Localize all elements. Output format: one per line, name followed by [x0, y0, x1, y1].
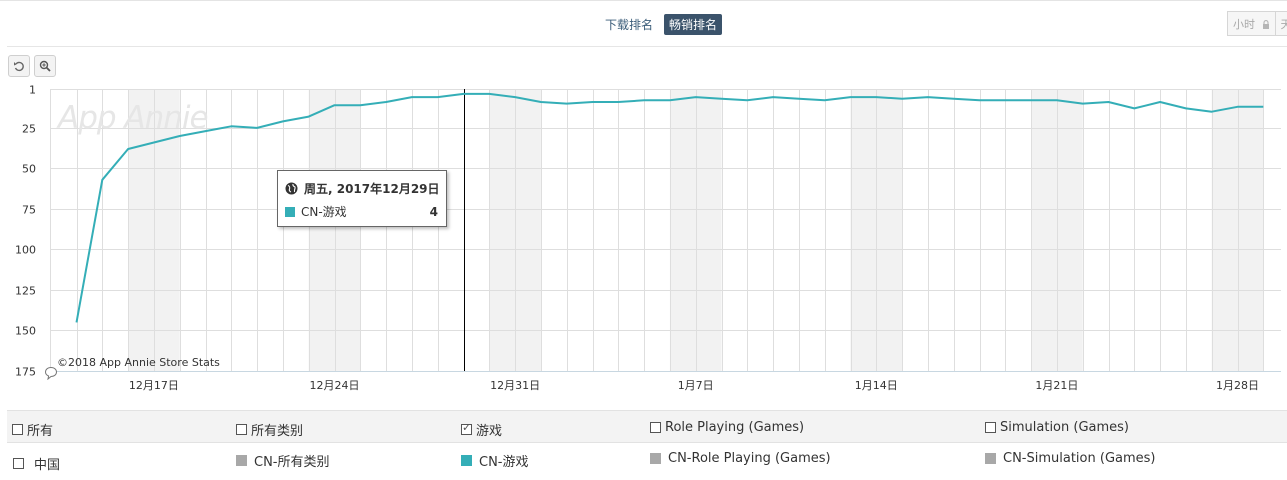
filter-all-categories-checkbox[interactable] — [236, 424, 247, 435]
filter-simulation-label: Simulation (Games) — [1000, 420, 1129, 435]
y-tick-label: 100 — [15, 244, 36, 257]
tooltip-swatch — [285, 206, 295, 217]
horizontal-gridlines — [50, 89, 1281, 372]
y-tick-label: 175 — [15, 366, 36, 379]
legend-cn-games-label: CN-游戏 — [479, 455, 529, 470]
filter-all-categories-label: 所有类别 — [251, 424, 304, 439]
header-divider — [7, 46, 1287, 47]
weekend-band — [1031, 89, 1083, 371]
filter-role-playing-checkbox[interactable] — [650, 422, 661, 433]
ranking-tabs: 下载排名 畅销排名 — [600, 13, 723, 35]
x-tick-label: 12月31日 — [490, 379, 540, 392]
lock-icon — [1262, 20, 1269, 29]
watermark: App Annie — [56, 100, 208, 136]
granularity-hour[interactable]: 小时 — [1228, 12, 1276, 35]
country-china[interactable]: 中国 — [13, 454, 60, 473]
legend-cn-role-playing-label: CN-Role Playing (Games) — [668, 451, 831, 466]
legend-cn-all-label: CN-所有类别 — [254, 455, 330, 470]
legend-series-row: 中国 CN-所有类别 CN-游戏 CN-Role Playing (Games)… — [7, 443, 1287, 480]
filter-all[interactable]: 所有 — [12, 420, 53, 439]
filter-role-playing-label: Role Playing (Games) — [665, 420, 805, 435]
x-tick-label: 1月14日 — [855, 379, 898, 392]
weekend-band — [1211, 89, 1264, 371]
filter-games-checkbox[interactable] — [461, 421, 472, 435]
legend-cn-simulation[interactable]: CN-Simulation (Games) — [985, 451, 1156, 466]
legend-cn-all-swatch — [236, 455, 247, 466]
legend-cn-games-swatch — [461, 455, 472, 466]
filter-games[interactable]: 游戏 — [461, 420, 502, 439]
country-china-checkbox[interactable] — [13, 458, 24, 469]
reset-zoom-icon — [14, 61, 24, 72]
x-tick-label: 1月21日 — [1035, 379, 1078, 392]
weekend-bands — [128, 89, 1264, 371]
tooltip-row: CN-游戏 4 — [285, 203, 438, 220]
y-tick-label: 25 — [22, 123, 36, 136]
filter-all-label: 所有 — [27, 424, 54, 439]
comment-icon[interactable] — [44, 366, 58, 380]
granularity-hour-label: 小时 — [1233, 18, 1255, 31]
top-border — [0, 0, 1287, 1]
granularity-day[interactable]: 天 — [1280, 18, 1287, 31]
weekend-band — [669, 89, 722, 371]
filter-role-playing[interactable]: Role Playing (Games) — [650, 420, 804, 435]
zoom-button[interactable] — [34, 55, 56, 77]
globe-icon — [285, 182, 298, 195]
legend-cn-role-playing[interactable]: CN-Role Playing (Games) — [650, 451, 831, 466]
y-tick-label: 1 — [29, 84, 36, 97]
filter-all-categories[interactable]: 所有类别 — [236, 420, 303, 439]
tooltip: 周五, 2017年12月29日 CN-游戏 4 — [277, 170, 447, 227]
legend-cn-games[interactable]: CN-游戏 — [461, 451, 529, 470]
x-tick-label: 1月7日 — [678, 379, 714, 392]
y-tick-label: 125 — [15, 285, 36, 298]
x-tick-label: 12月17日 — [129, 379, 179, 392]
x-axis-ticks: 12月17日 12月24日 12月31日 1月7日 1月14日 1月21日 1月28日 — [129, 379, 1259, 392]
legend-cn-all[interactable]: CN-所有类别 — [236, 451, 330, 470]
tooltip-value: 4 — [429, 204, 438, 219]
legend-cn-role-playing-swatch — [650, 453, 661, 464]
series-line-cn-games — [75, 92, 1264, 323]
legend-cn-simulation-label: CN-Simulation (Games) — [1003, 451, 1156, 466]
filter-simulation-checkbox[interactable] — [985, 422, 996, 433]
tooltip-date: 周五, 2017年12月29日 — [304, 182, 440, 196]
filter-all-checkbox[interactable] — [12, 424, 23, 435]
zoom-icon — [39, 60, 51, 72]
y-tick-label: 150 — [15, 325, 36, 338]
granularity-selector: 小时 天 — [1227, 11, 1287, 36]
weekend-band — [308, 89, 361, 371]
y-tick-label: 50 — [22, 163, 36, 176]
y-tick-label: 75 — [22, 204, 36, 217]
weekend-band — [128, 89, 180, 371]
reset-zoom-button[interactable] — [8, 55, 30, 77]
tooltip-header: 周五, 2017年12月29日 — [285, 180, 440, 197]
copyright: ©2018 App Annie Store Stats — [57, 356, 220, 369]
filter-simulation[interactable]: Simulation (Games) — [985, 420, 1129, 435]
tab-grossing[interactable]: 畅销排名 — [664, 13, 723, 35]
tab-downloads[interactable]: 下载排名 — [605, 17, 654, 32]
legend-cn-simulation-swatch — [985, 453, 996, 464]
tooltip-series: CN-游戏 — [301, 205, 347, 219]
x-tick-label: 1月28日 — [1216, 379, 1259, 392]
filter-games-label: 游戏 — [476, 424, 503, 439]
legend-filter-row: 所有 所有类别 游戏 Role Playing (Games) Simulati… — [7, 410, 1287, 443]
country-china-label: 中国 — [34, 458, 61, 473]
series-layer — [75, 92, 1264, 323]
x-tick-label: 12月24日 — [310, 379, 360, 392]
